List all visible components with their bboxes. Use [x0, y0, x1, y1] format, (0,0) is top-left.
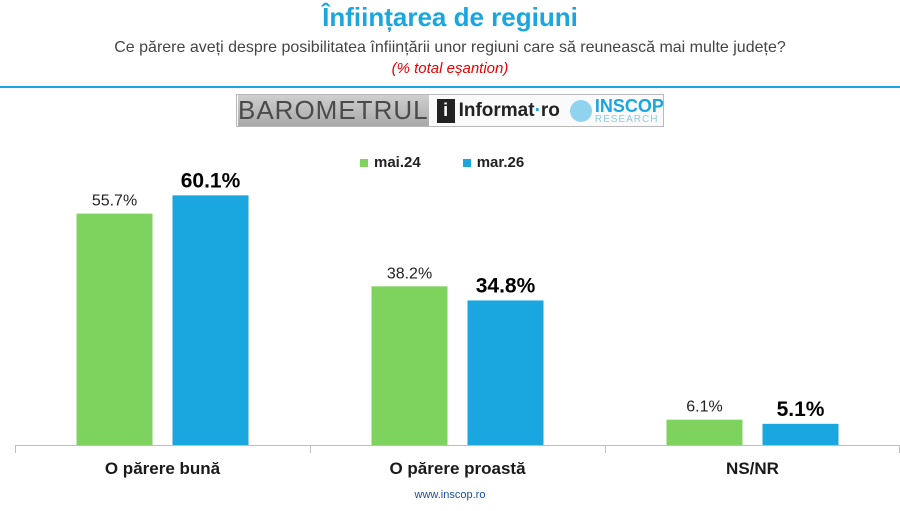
page-title: Înființarea de regiuni: [322, 2, 578, 32]
data-label: 60.1%: [181, 169, 241, 192]
inscop-logo-main: INSCOP: [594, 95, 664, 116]
bar-mar.26-3: [762, 423, 839, 445]
bar-mai.24-1: [76, 213, 153, 445]
legend-label-series1: mai.24: [374, 154, 421, 171]
bar-mar.26-2: [467, 300, 544, 445]
bar-mai.24-3: [666, 419, 743, 445]
data-label: 5.1%: [777, 398, 825, 421]
data-label: 55.7%: [92, 193, 137, 210]
legend-item-series2: mar.26: [462, 154, 525, 171]
informat-logo-suffix: ro: [540, 99, 560, 121]
header-rule: [0, 86, 900, 88]
category-label: O părere bună: [105, 459, 221, 478]
inscop-logo-sub: RESEARCH: [594, 113, 659, 125]
informat-icon: i: [436, 98, 455, 123]
data-label: 6.1%: [686, 399, 722, 416]
informat-logo-main: Informat: [458, 99, 535, 121]
legend-label-series2: mar.26: [476, 154, 525, 171]
legend-swatch-series1: [360, 158, 368, 167]
category-label: O părere proastă: [389, 459, 526, 478]
sample-note: (% total eșantion): [391, 60, 509, 77]
data-label: 38.2%: [387, 265, 432, 282]
bar-mar.26-1: [172, 195, 249, 445]
inscop-words: INSCOP RESEARCH: [595, 97, 664, 125]
legend-item-series1: mai.24: [360, 154, 421, 171]
logo-strip: BAROMETRUL i Informat · ro INSCOP RESEAR…: [236, 94, 664, 127]
question-subtitle: Ce părere aveți despre posibilitatea înf…: [114, 39, 786, 56]
informat-logo-dot: ·: [534, 99, 541, 121]
footer-url: www.inscop.ro: [414, 489, 486, 501]
legend: mai.24 mar.26: [360, 154, 566, 171]
category-label: NS/NR: [726, 459, 779, 478]
bar-mai.24-2: [371, 286, 448, 445]
inscop-logo: INSCOP RESEARCH: [569, 97, 664, 125]
barometru-logo: BAROMETRUL: [238, 95, 429, 126]
inscop-mark-icon: [569, 99, 592, 122]
legend-swatch-series2: [462, 158, 471, 167]
informat-logo: i Informat · ro: [436, 98, 560, 123]
data-label: 34.8%: [476, 274, 536, 297]
